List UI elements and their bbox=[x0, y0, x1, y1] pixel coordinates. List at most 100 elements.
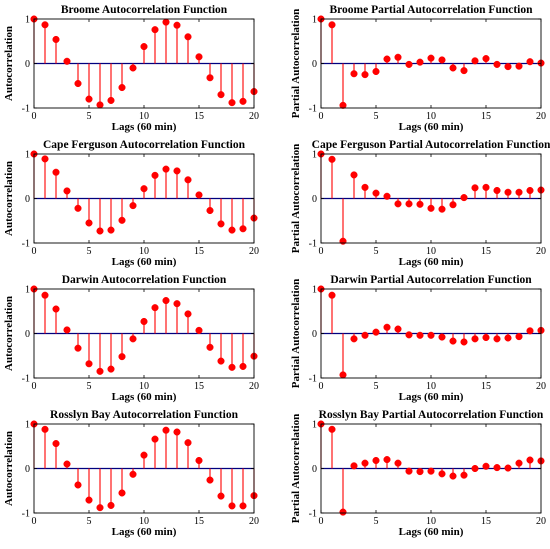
y-axis-label: Partial Autocorrelation bbox=[290, 144, 302, 253]
stem-marker bbox=[394, 53, 402, 61]
stem-marker bbox=[195, 456, 203, 465]
y-axis-label: Partial Autocorrelation bbox=[290, 279, 302, 388]
x-tick-label: 0 bbox=[319, 111, 324, 122]
x-tick-label: 10 bbox=[426, 516, 436, 527]
stem-marker bbox=[350, 70, 358, 78]
stem-marker bbox=[361, 331, 369, 339]
stem-marker bbox=[118, 83, 126, 92]
stem-marker bbox=[107, 365, 115, 373]
y-tick-label: 0 bbox=[312, 194, 317, 205]
x-axis-label: Lags (60 min) bbox=[399, 256, 464, 268]
stem-marker bbox=[140, 317, 148, 326]
stem-marker bbox=[449, 337, 457, 345]
stem-marker bbox=[449, 64, 457, 72]
y-tick-label: 0 bbox=[312, 329, 317, 340]
stem-marker bbox=[239, 97, 247, 105]
x-tick-label: 0 bbox=[32, 246, 37, 257]
x-tick-label: 0 bbox=[319, 246, 324, 257]
stem-marker bbox=[394, 459, 402, 467]
stem-marker bbox=[504, 188, 512, 196]
stem-marker bbox=[328, 21, 336, 29]
stem-marker bbox=[173, 300, 181, 308]
stem-marker bbox=[151, 435, 159, 443]
x-tick-label: 15 bbox=[481, 246, 491, 257]
chart-title: Darwin Partial Autocorrelation Function bbox=[330, 274, 532, 286]
stem-marker bbox=[96, 101, 104, 109]
stem-marker bbox=[383, 456, 391, 464]
x-tick-label: 5 bbox=[87, 246, 92, 257]
x-tick-label: 5 bbox=[374, 516, 379, 527]
x-tick-label: 10 bbox=[426, 381, 436, 392]
stem-marker bbox=[96, 504, 104, 512]
stem-marker bbox=[383, 55, 391, 63]
x-tick-label: 20 bbox=[536, 111, 546, 122]
stem-marker bbox=[228, 226, 236, 234]
y-tick-label: -1 bbox=[22, 509, 30, 520]
stem-marker bbox=[438, 205, 446, 213]
stem-marker bbox=[504, 464, 512, 472]
x-tick-label: 15 bbox=[481, 111, 491, 122]
stem-marker bbox=[427, 331, 435, 339]
x-axis-label: Lags (60 min) bbox=[112, 121, 177, 133]
x-tick-label: 15 bbox=[194, 516, 204, 527]
y-tick-label: 1 bbox=[25, 15, 30, 26]
stem-marker bbox=[52, 35, 60, 44]
x-tick-label: 5 bbox=[374, 381, 379, 392]
x-tick-label: 0 bbox=[32, 381, 37, 392]
y-tick-label: 1 bbox=[25, 420, 30, 431]
stem-marker bbox=[339, 371, 347, 379]
stem-marker bbox=[206, 206, 214, 215]
stem-marker bbox=[41, 425, 49, 433]
stem-marker bbox=[339, 237, 347, 245]
y-axis-label: Autocorrelation bbox=[3, 26, 15, 101]
stem-marker bbox=[482, 462, 490, 470]
stem-marker bbox=[339, 101, 347, 109]
x-tick-label: 20 bbox=[536, 381, 546, 392]
x-tick-label: 10 bbox=[426, 111, 436, 122]
stem-marker bbox=[217, 492, 225, 500]
x-tick-label: 20 bbox=[249, 111, 259, 122]
x-tick-label: 5 bbox=[87, 381, 92, 392]
x-tick-label: 0 bbox=[32, 516, 37, 527]
stem-marker bbox=[416, 331, 424, 339]
stem-marker bbox=[140, 185, 148, 193]
stem-marker bbox=[493, 186, 501, 195]
stem-marker bbox=[74, 344, 82, 352]
stem-marker bbox=[162, 18, 170, 26]
stem-marker bbox=[184, 33, 192, 41]
y-tick-label: 0 bbox=[25, 194, 30, 205]
stem-marker bbox=[129, 470, 137, 478]
stem-marker bbox=[394, 325, 402, 333]
stem-marker bbox=[85, 219, 93, 227]
y-tick-label: 1 bbox=[312, 150, 317, 161]
y-tick-label: 0 bbox=[312, 464, 317, 475]
y-tick-label: 1 bbox=[312, 15, 317, 26]
x-axis-label: Lags (60 min) bbox=[112, 526, 177, 538]
stem-marker bbox=[405, 467, 413, 475]
stem-marker bbox=[493, 464, 501, 472]
stem-marker bbox=[118, 216, 126, 224]
x-tick-label: 5 bbox=[374, 111, 379, 122]
stem-marker bbox=[372, 189, 380, 197]
stem-marker bbox=[372, 67, 380, 76]
x-tick-label: 0 bbox=[319, 381, 324, 392]
stem-marker bbox=[504, 63, 512, 71]
stem-marker bbox=[74, 79, 82, 88]
stem-marker bbox=[427, 54, 435, 62]
x-axis-label: Lags (60 min) bbox=[112, 391, 177, 403]
stem-marker bbox=[96, 367, 104, 375]
stem-marker bbox=[74, 481, 82, 489]
y-axis-label: Partial Autocorrelation bbox=[290, 9, 302, 118]
stem-marker bbox=[372, 328, 380, 336]
stem-marker bbox=[460, 67, 468, 75]
stem-marker bbox=[96, 227, 104, 235]
x-axis-label: Lags (60 min) bbox=[399, 121, 464, 133]
stem-marker bbox=[52, 440, 60, 448]
stem-marker bbox=[63, 460, 71, 468]
stem-marker bbox=[471, 335, 479, 343]
stem-marker bbox=[63, 57, 71, 65]
